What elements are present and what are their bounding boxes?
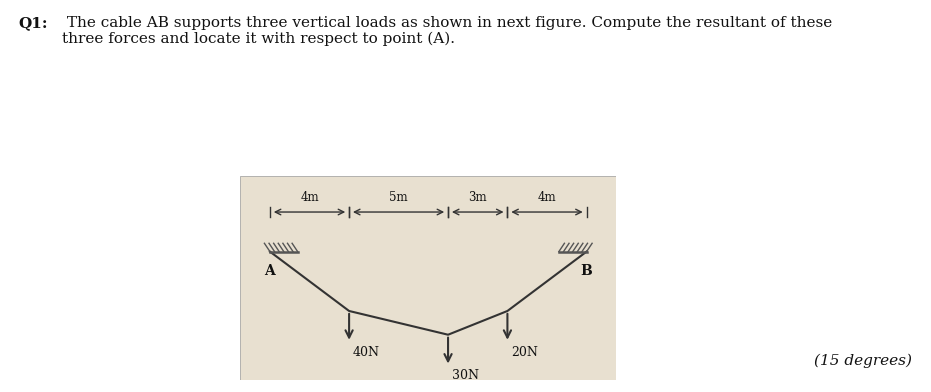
Text: B: B [581, 265, 592, 278]
Text: Q1:: Q1: [19, 16, 48, 30]
Text: 20N: 20N [511, 346, 538, 359]
Text: A: A [264, 265, 276, 278]
Text: The cable AB supports three vertical loads as shown in next figure. Compute the : The cable AB supports three vertical loa… [61, 16, 831, 46]
Text: 4m: 4m [538, 191, 557, 204]
Text: 4m: 4m [300, 191, 318, 204]
Text: 5m: 5m [389, 191, 408, 204]
Text: (15 degrees): (15 degrees) [815, 353, 912, 368]
Text: 40N: 40N [353, 346, 380, 359]
Text: 3m: 3m [468, 191, 487, 204]
Text: 30N: 30N [452, 369, 479, 382]
FancyBboxPatch shape [240, 176, 616, 380]
